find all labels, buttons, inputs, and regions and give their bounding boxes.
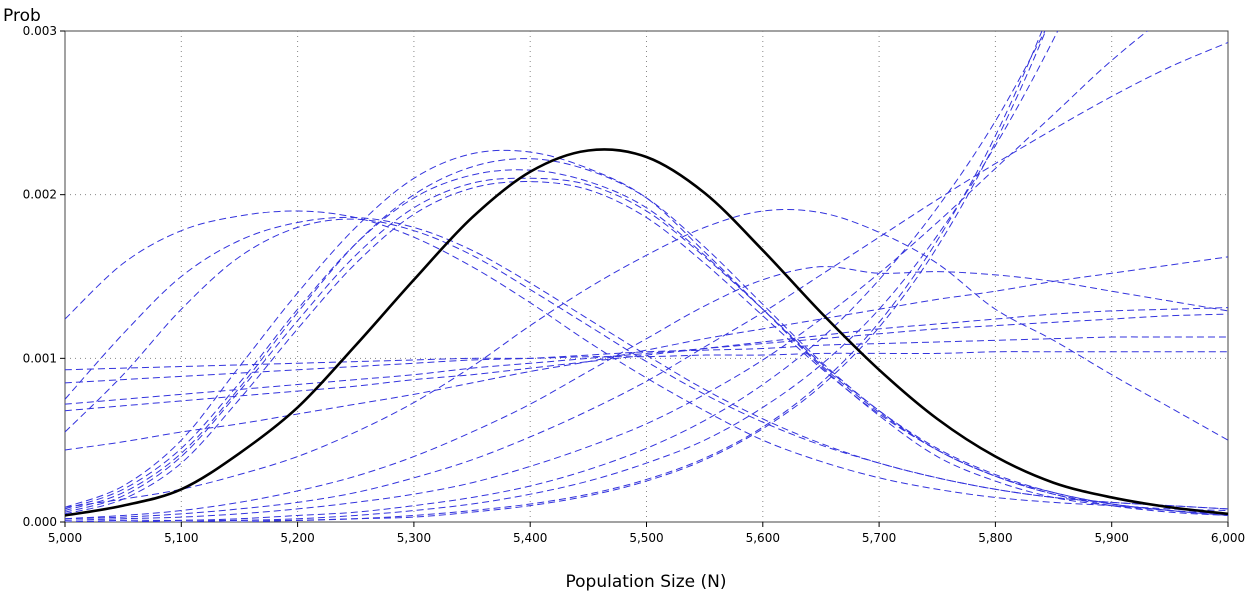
prior-curve-dashed-9 — [65, 351, 1228, 371]
y-axis-title: Prob — [3, 6, 41, 26]
x-tick-label: 5,200 — [280, 531, 314, 545]
prior-curve-dashed-2 — [65, 158, 1228, 515]
x-tick-label: 5,300 — [397, 531, 431, 545]
y-tick-label: 0.001 — [23, 351, 57, 365]
prior-curve-dashed-4 — [65, 177, 1228, 516]
x-tick-label: 5,000 — [48, 531, 82, 545]
prior-curve-dashed-5 — [65, 181, 1228, 516]
y-axis-ticks: 0.000 0.001 0.002 0.003 — [23, 24, 65, 529]
posterior-curve-solid — [65, 148, 1228, 517]
y-tick-label: 0.000 — [23, 515, 57, 529]
prior-curve-dashed-12 — [65, 307, 1228, 412]
x-tick-label: 5,700 — [862, 531, 896, 545]
x-tick-label: 5,400 — [513, 531, 547, 545]
x-tick-label: 5,800 — [978, 531, 1012, 545]
x-tick-label: 5,100 — [164, 531, 198, 545]
prior-curve-dashed-13 — [65, 256, 1228, 451]
x-tick-label: 5,600 — [746, 531, 780, 545]
prior-curve-dashed-11 — [65, 313, 1228, 405]
prior-curve-dashed-3 — [65, 169, 1228, 516]
x-tick-label: 5,900 — [1095, 531, 1129, 545]
y-tick-label: 0.003 — [23, 24, 57, 38]
x-tick-label: 6,000 — [1211, 531, 1245, 545]
y-tick-label: 0.002 — [23, 188, 57, 202]
prior-curve-dashed-1 — [65, 149, 1228, 515]
prior-curve-dashed-6 — [65, 210, 1228, 512]
series-layer — [65, 31, 1228, 522]
prior-curve-dashed-19 — [65, 31, 1059, 522]
x-axis-title: Population Size (N) — [565, 572, 726, 592]
prior-curve-dashed-18 — [65, 31, 1046, 522]
x-axis-ticks: 5,000 5,100 5,200 5,300 5,400 5,500 5,600 5,700… — [48, 522, 1245, 545]
prior-curve-dashed-17 — [65, 31, 1149, 521]
prior-curve-dashed-14 — [65, 209, 1228, 508]
prior-curve-dashed-21 — [65, 31, 1047, 522]
x-tick-label: 5,500 — [629, 531, 663, 545]
prior-curve-dashed-7 — [65, 216, 1228, 510]
prior-curve-dashed-8 — [65, 218, 1228, 510]
prior-curve-dashed-15 — [65, 266, 1228, 520]
prior-curve-dashed-10 — [65, 336, 1228, 384]
prior-curve-dashed-16 — [65, 41, 1228, 520]
